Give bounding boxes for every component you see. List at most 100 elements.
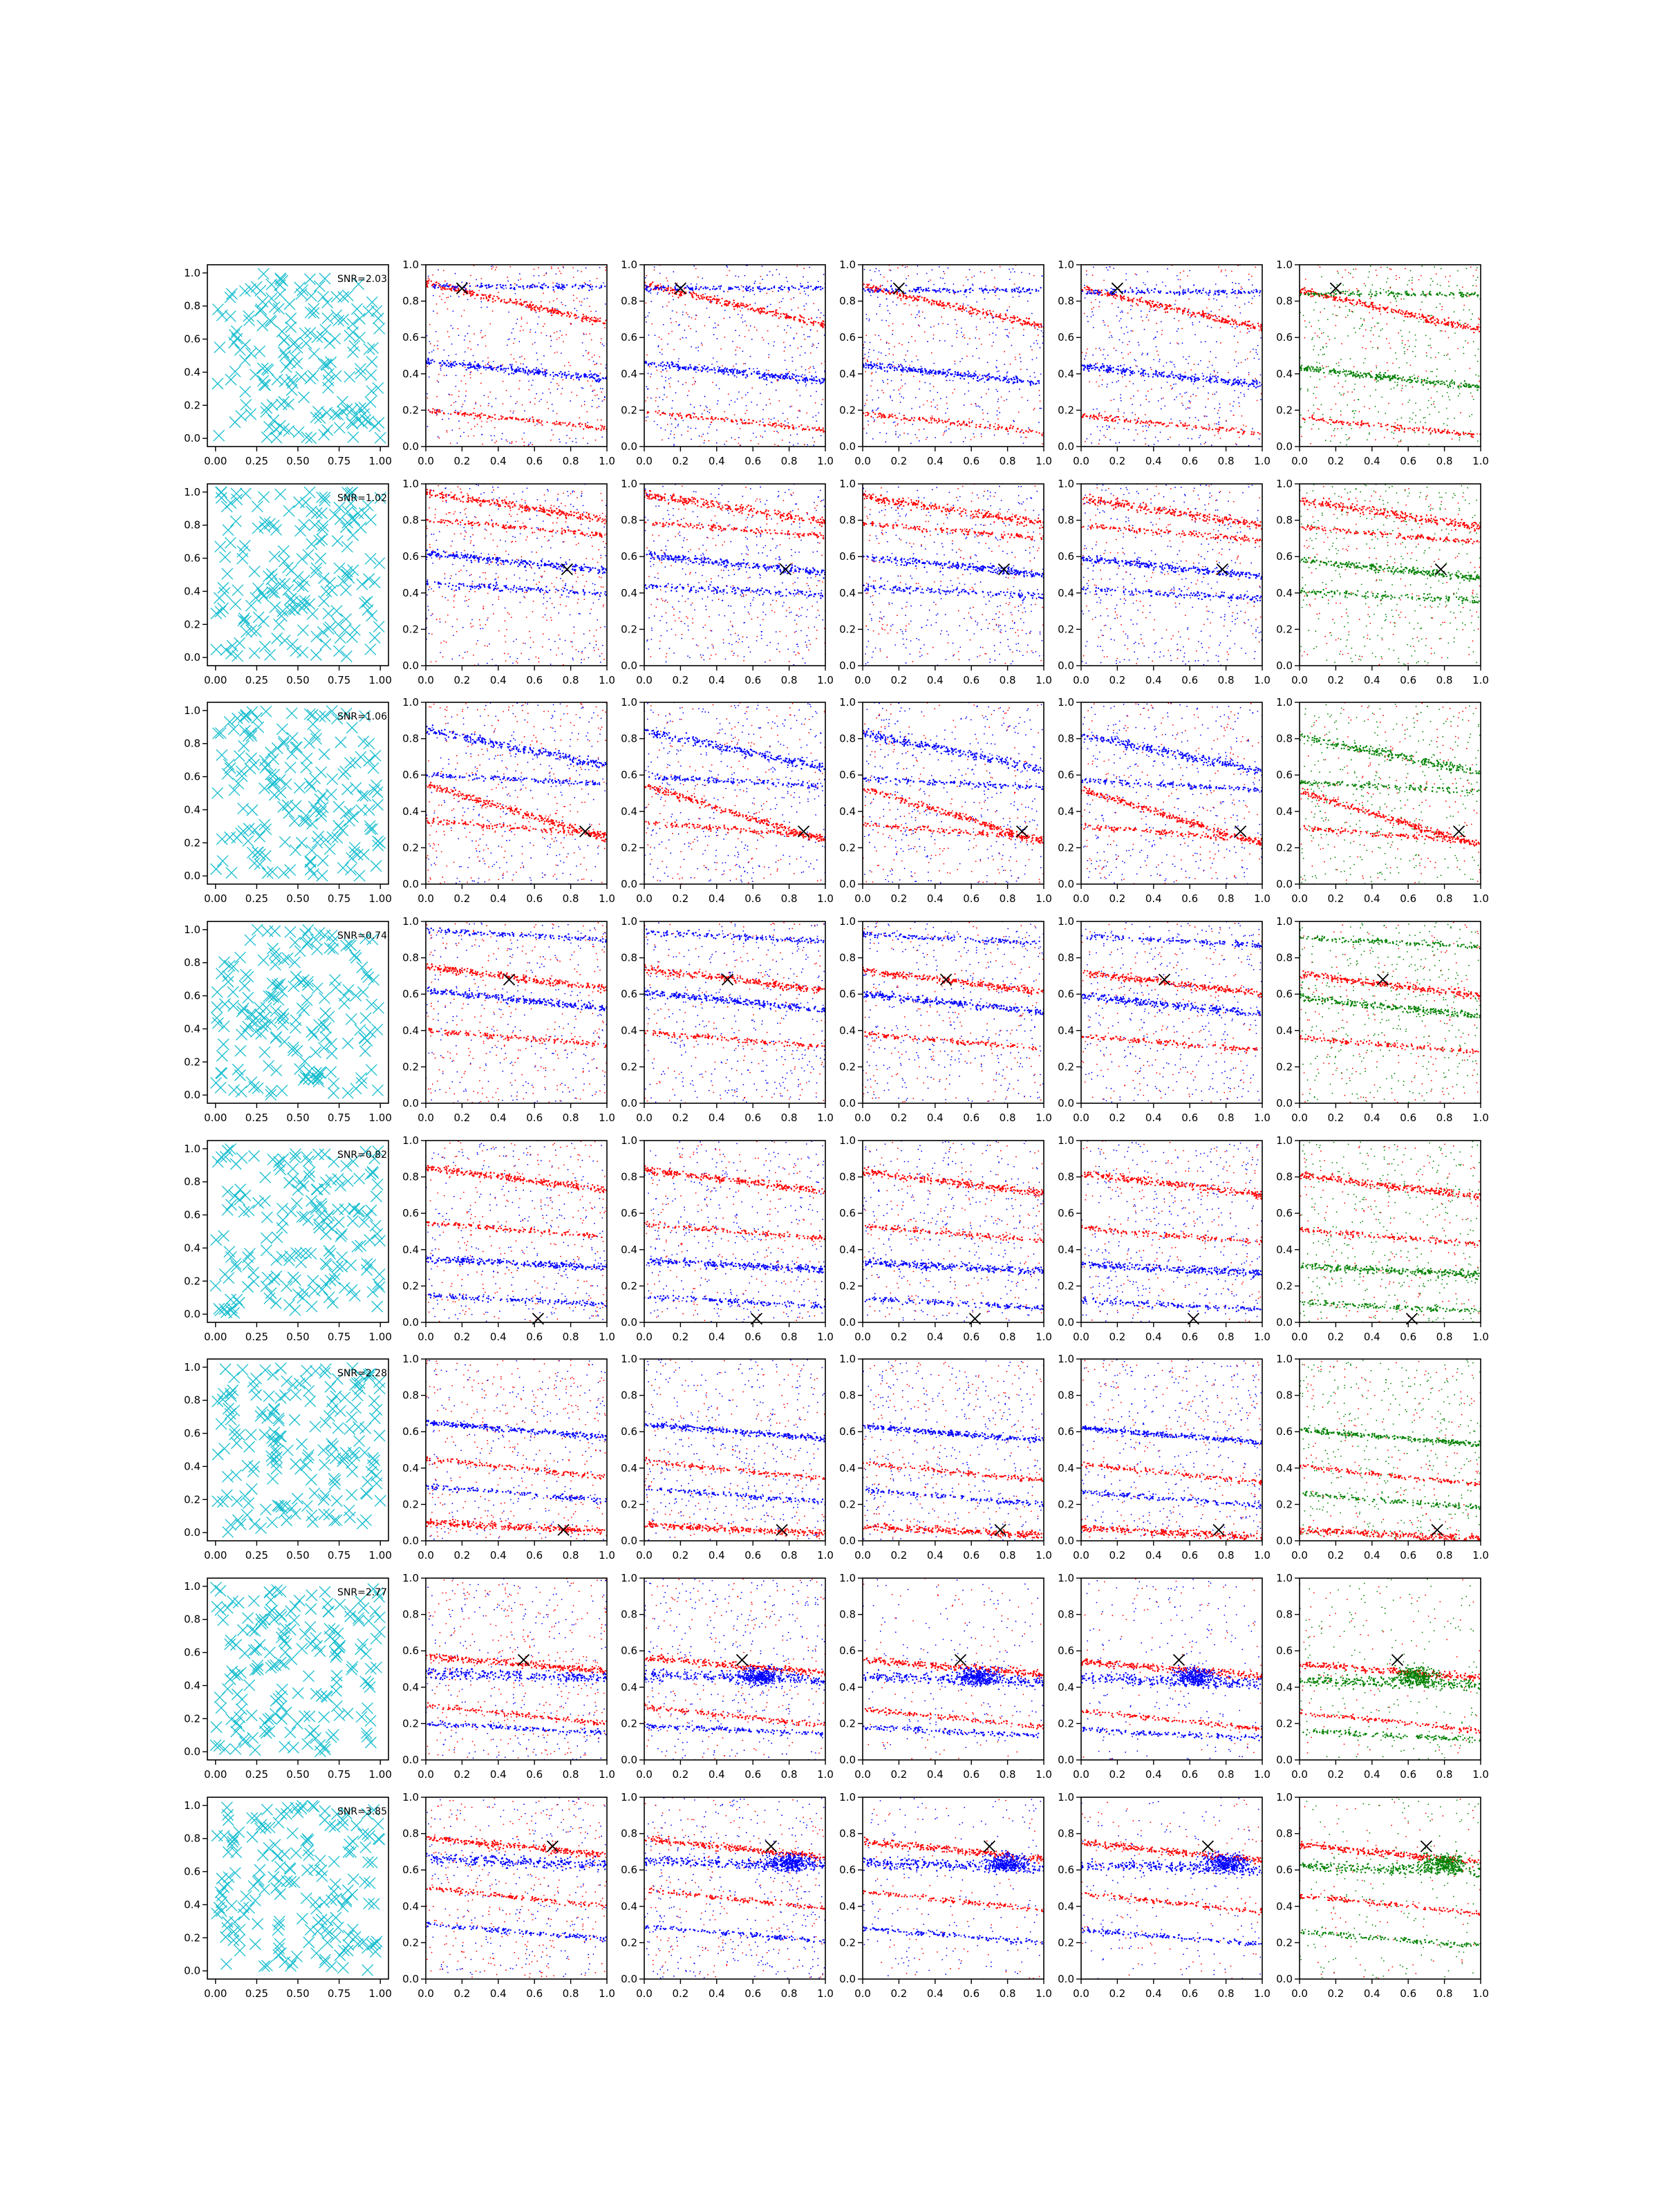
stripe-point [450,366,453,368]
noise-point [1247,388,1249,390]
cyan-x-marker [265,315,277,328]
noise-point [1205,442,1206,443]
stripe-point [946,288,948,290]
noise-point [1241,429,1244,431]
noise-point [1258,438,1260,440]
noise-point [486,421,488,423]
noise-point [1228,372,1229,373]
noise-point [559,270,561,272]
noise-point [513,410,515,412]
stripe-point [509,299,512,301]
noise-point [1188,355,1190,357]
noise-point [1113,268,1115,270]
cyan-x-marker [353,312,366,325]
cyan-x-marker [243,310,255,322]
noise-point [1181,402,1183,404]
noise-point [576,297,578,299]
stripe-point [465,368,467,371]
x-tick-label: 1.0 [817,455,834,467]
noise-point [477,344,479,346]
noise-point [502,380,504,382]
stripe-point [953,305,955,308]
stripe-point [649,362,651,364]
noise-point [600,338,602,339]
stripe-point [691,293,693,296]
stripe-point [469,290,471,292]
noise-point [809,352,812,354]
stripe-point [906,295,908,298]
noise-point [691,438,692,440]
stripe-point [881,417,883,419]
noise-point [872,438,874,440]
noise-point [1022,442,1024,444]
noise-point [781,439,783,441]
stripe-point [742,303,744,305]
noise-point [761,265,763,268]
noise-point [724,411,726,413]
noise-point [961,331,962,333]
noise-point [771,290,774,292]
stripe-point [431,359,433,361]
noise-point [813,444,815,447]
noise-point [791,360,794,362]
stripe-point [480,282,482,285]
stripe-point [572,425,574,427]
cyan-x-marker [285,312,297,324]
noise-point [598,406,600,408]
stripe-point [803,428,805,431]
noise-point [603,396,606,397]
stripe-point [780,373,783,376]
stripe-point [892,415,894,418]
noise-point [1177,342,1178,344]
noise-point [942,434,944,436]
noise-point [460,315,462,317]
stripe-point [471,294,473,297]
stripe-point [1212,319,1215,321]
noise-point [713,334,715,335]
noise-point [988,388,990,390]
noise-point [1184,371,1186,373]
noise-point [560,272,562,274]
noise-point [932,337,935,339]
noise-point [505,439,507,441]
noise-point [1146,354,1148,355]
noise-point [661,353,663,355]
stripe-point [957,374,959,377]
noise-point [1022,335,1024,336]
noise-point [804,338,806,340]
noise-point [465,335,466,337]
stripe-point [443,287,446,289]
stripe-point [1257,322,1259,325]
stripe-point [1132,301,1134,303]
noise-point [888,342,890,344]
legend: SNR=2.03 [319,272,387,285]
stripe-point [594,317,597,319]
stripe-point [959,377,962,379]
stripe-point [890,367,892,370]
cyan-x-marker [305,432,317,444]
noise-point [670,377,672,379]
stripe-point [524,371,527,373]
stripe-point [462,293,465,296]
noise-point [776,269,778,271]
stripe-point [443,362,445,364]
stripe-point [999,379,1002,382]
noise-point [572,267,574,269]
noise-point [677,424,679,425]
stripe-point [735,419,737,422]
noise-point [915,317,917,319]
noise-point [1160,321,1162,323]
noise-point [556,413,558,415]
cyan-x-marker [280,361,292,373]
noise-point [446,375,447,376]
stripe-point [515,418,517,420]
stripe-point [427,282,429,284]
noise-point [429,343,431,345]
stripe-point [773,286,776,289]
noise-point [473,435,475,437]
stripe-point [1181,312,1184,315]
noise-point [924,382,926,384]
stripe-point [800,375,803,377]
noise-point [1003,400,1005,402]
stripe-point [497,366,499,368]
